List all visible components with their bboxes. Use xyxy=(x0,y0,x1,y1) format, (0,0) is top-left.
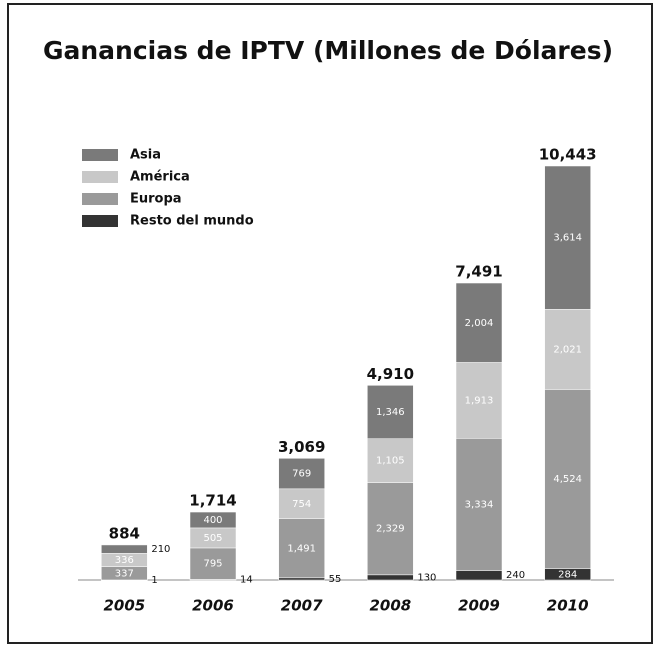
x-tick-label: 2008 xyxy=(369,597,411,615)
value-label: 754 xyxy=(292,499,311,510)
bar-segment xyxy=(544,389,591,569)
legend-swatch xyxy=(82,215,118,227)
bar-segment xyxy=(367,385,414,439)
legend-label: Asia xyxy=(130,148,161,163)
value-label: 240 xyxy=(506,570,525,581)
value-label: 400 xyxy=(203,515,222,526)
total-label: 10,443 xyxy=(539,146,597,164)
value-label: 2,004 xyxy=(465,318,494,329)
legend-label: Europa xyxy=(130,192,182,207)
total-label: 1,714 xyxy=(189,492,236,510)
x-tick-label: 2007 xyxy=(281,597,323,615)
value-label: 2,021 xyxy=(553,344,582,355)
total-label: 7,491 xyxy=(455,263,502,281)
value-label: 337 xyxy=(115,568,134,579)
bar-segment xyxy=(189,511,237,529)
bar-segment xyxy=(367,482,414,576)
value-label: 1,913 xyxy=(465,395,494,406)
value-label: 336 xyxy=(115,555,134,566)
value-label: 1,491 xyxy=(287,543,316,554)
bar-segment xyxy=(455,570,503,581)
legend-swatch xyxy=(82,171,118,183)
value-label: 210 xyxy=(151,544,170,555)
bar-segment xyxy=(278,577,325,581)
value-label: 55 xyxy=(329,574,342,585)
x-tick-label: 2005 xyxy=(103,597,145,615)
bar-segment xyxy=(367,438,414,483)
total-label: 3,069 xyxy=(278,438,325,456)
bar-segment xyxy=(455,282,503,363)
total-label: 884 xyxy=(109,524,140,542)
bar-segment xyxy=(101,544,148,554)
bar-segment xyxy=(367,574,414,581)
bar-segment xyxy=(278,458,325,490)
value-label: 1,346 xyxy=(376,407,405,418)
value-label: 4,524 xyxy=(553,474,582,485)
legend-label: América xyxy=(130,170,190,185)
value-label: 1,105 xyxy=(376,456,405,467)
value-label: 130 xyxy=(417,572,436,583)
legend-swatch xyxy=(82,149,118,161)
bar-segment xyxy=(455,438,503,571)
value-label: 1 xyxy=(151,575,157,586)
bar-segment xyxy=(544,165,591,310)
legend-label: Resto del mundo xyxy=(130,214,254,229)
value-label: 3,614 xyxy=(553,233,582,244)
bar-segment xyxy=(544,309,591,390)
value-label: 505 xyxy=(203,533,222,544)
value-label: 14 xyxy=(240,575,253,586)
legend-swatch xyxy=(82,193,118,205)
value-label: 3,334 xyxy=(465,499,494,510)
value-label: 284 xyxy=(558,569,577,580)
total-label: 4,910 xyxy=(367,365,414,383)
x-tick-label: 2010 xyxy=(547,597,589,615)
bar-segment xyxy=(189,547,237,580)
bar-segment xyxy=(455,362,503,439)
value-label: 769 xyxy=(292,469,311,480)
value-label: 795 xyxy=(203,559,222,570)
bar-segment xyxy=(278,488,325,519)
value-label: 2,329 xyxy=(376,524,405,535)
x-tick-label: 2009 xyxy=(458,597,500,615)
x-tick-label: 2006 xyxy=(192,597,234,615)
chart-title: Ganancias de IPTV (Millones de Dólares) xyxy=(43,36,613,65)
